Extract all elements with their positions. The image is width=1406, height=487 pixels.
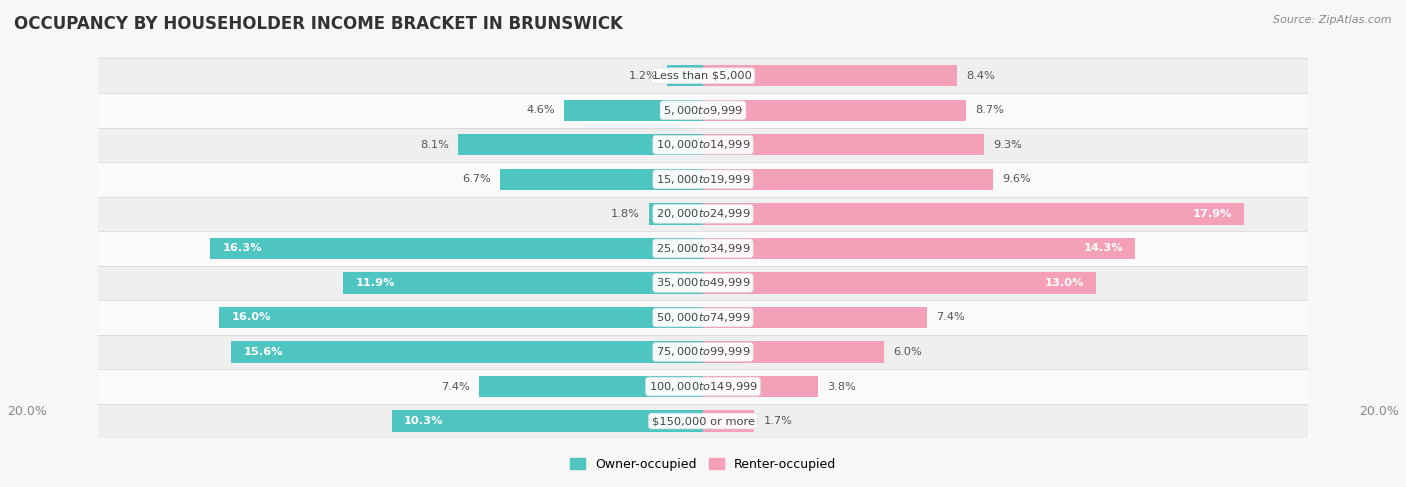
Bar [703,65,957,86]
Text: 16.3%: 16.3% [222,244,262,253]
Text: 9.6%: 9.6% [1002,174,1031,184]
Text: 8.4%: 8.4% [966,71,994,81]
Bar [703,134,984,155]
Text: $15,000 to $19,999: $15,000 to $19,999 [655,173,751,186]
Text: 20.0%: 20.0% [1360,405,1399,418]
Text: 1.2%: 1.2% [628,71,658,81]
Bar [648,203,703,225]
Bar [98,162,1308,197]
Bar [666,65,703,86]
Bar [219,307,703,328]
Bar [98,58,1308,93]
Bar [501,169,703,190]
Text: 17.9%: 17.9% [1192,209,1232,219]
Text: $35,000 to $49,999: $35,000 to $49,999 [655,277,751,289]
Bar [703,376,818,397]
Bar [703,238,1135,259]
Text: 10.3%: 10.3% [404,416,443,426]
Bar [703,272,1097,294]
Text: 1.7%: 1.7% [763,416,793,426]
Bar [98,93,1308,128]
Bar [98,265,1308,300]
Text: 13.0%: 13.0% [1045,278,1084,288]
Bar [479,376,703,397]
Text: 16.0%: 16.0% [232,313,271,322]
Bar [703,341,884,363]
Text: 20.0%: 20.0% [7,405,46,418]
Text: $20,000 to $24,999: $20,000 to $24,999 [655,207,751,220]
Bar [98,300,1308,335]
Bar [98,231,1308,265]
Text: 7.4%: 7.4% [936,313,965,322]
Text: 14.3%: 14.3% [1084,244,1123,253]
Bar [98,128,1308,162]
Text: 3.8%: 3.8% [827,381,856,392]
Text: 8.1%: 8.1% [420,140,449,150]
Text: $100,000 to $149,999: $100,000 to $149,999 [648,380,758,393]
Text: Less than $5,000: Less than $5,000 [654,71,752,81]
Text: 1.8%: 1.8% [610,209,640,219]
Text: 9.3%: 9.3% [993,140,1022,150]
Text: 15.6%: 15.6% [243,347,283,357]
Text: 8.7%: 8.7% [976,105,1004,115]
Bar [458,134,703,155]
Bar [98,335,1308,369]
Legend: Owner-occupied, Renter-occupied: Owner-occupied, Renter-occupied [565,453,841,476]
Bar [232,341,703,363]
Bar [211,238,703,259]
Text: 6.7%: 6.7% [463,174,492,184]
Bar [98,197,1308,231]
Text: OCCUPANCY BY HOUSEHOLDER INCOME BRACKET IN BRUNSWICK: OCCUPANCY BY HOUSEHOLDER INCOME BRACKET … [14,15,623,33]
Bar [703,411,755,432]
Bar [392,411,703,432]
Text: $150,000 or more: $150,000 or more [651,416,755,426]
Bar [703,169,993,190]
Text: $10,000 to $14,999: $10,000 to $14,999 [655,138,751,151]
Text: $5,000 to $9,999: $5,000 to $9,999 [664,104,742,117]
Text: Source: ZipAtlas.com: Source: ZipAtlas.com [1274,15,1392,25]
Bar [703,307,927,328]
Bar [343,272,703,294]
Bar [98,369,1308,404]
Bar [703,203,1244,225]
Bar [564,99,703,121]
Text: $75,000 to $99,999: $75,000 to $99,999 [655,345,751,358]
Text: 6.0%: 6.0% [893,347,922,357]
Bar [703,99,966,121]
Text: 11.9%: 11.9% [356,278,395,288]
Text: $50,000 to $74,999: $50,000 to $74,999 [655,311,751,324]
Text: 4.6%: 4.6% [526,105,555,115]
Text: $25,000 to $34,999: $25,000 to $34,999 [655,242,751,255]
Bar [98,404,1308,438]
Text: 7.4%: 7.4% [441,381,470,392]
